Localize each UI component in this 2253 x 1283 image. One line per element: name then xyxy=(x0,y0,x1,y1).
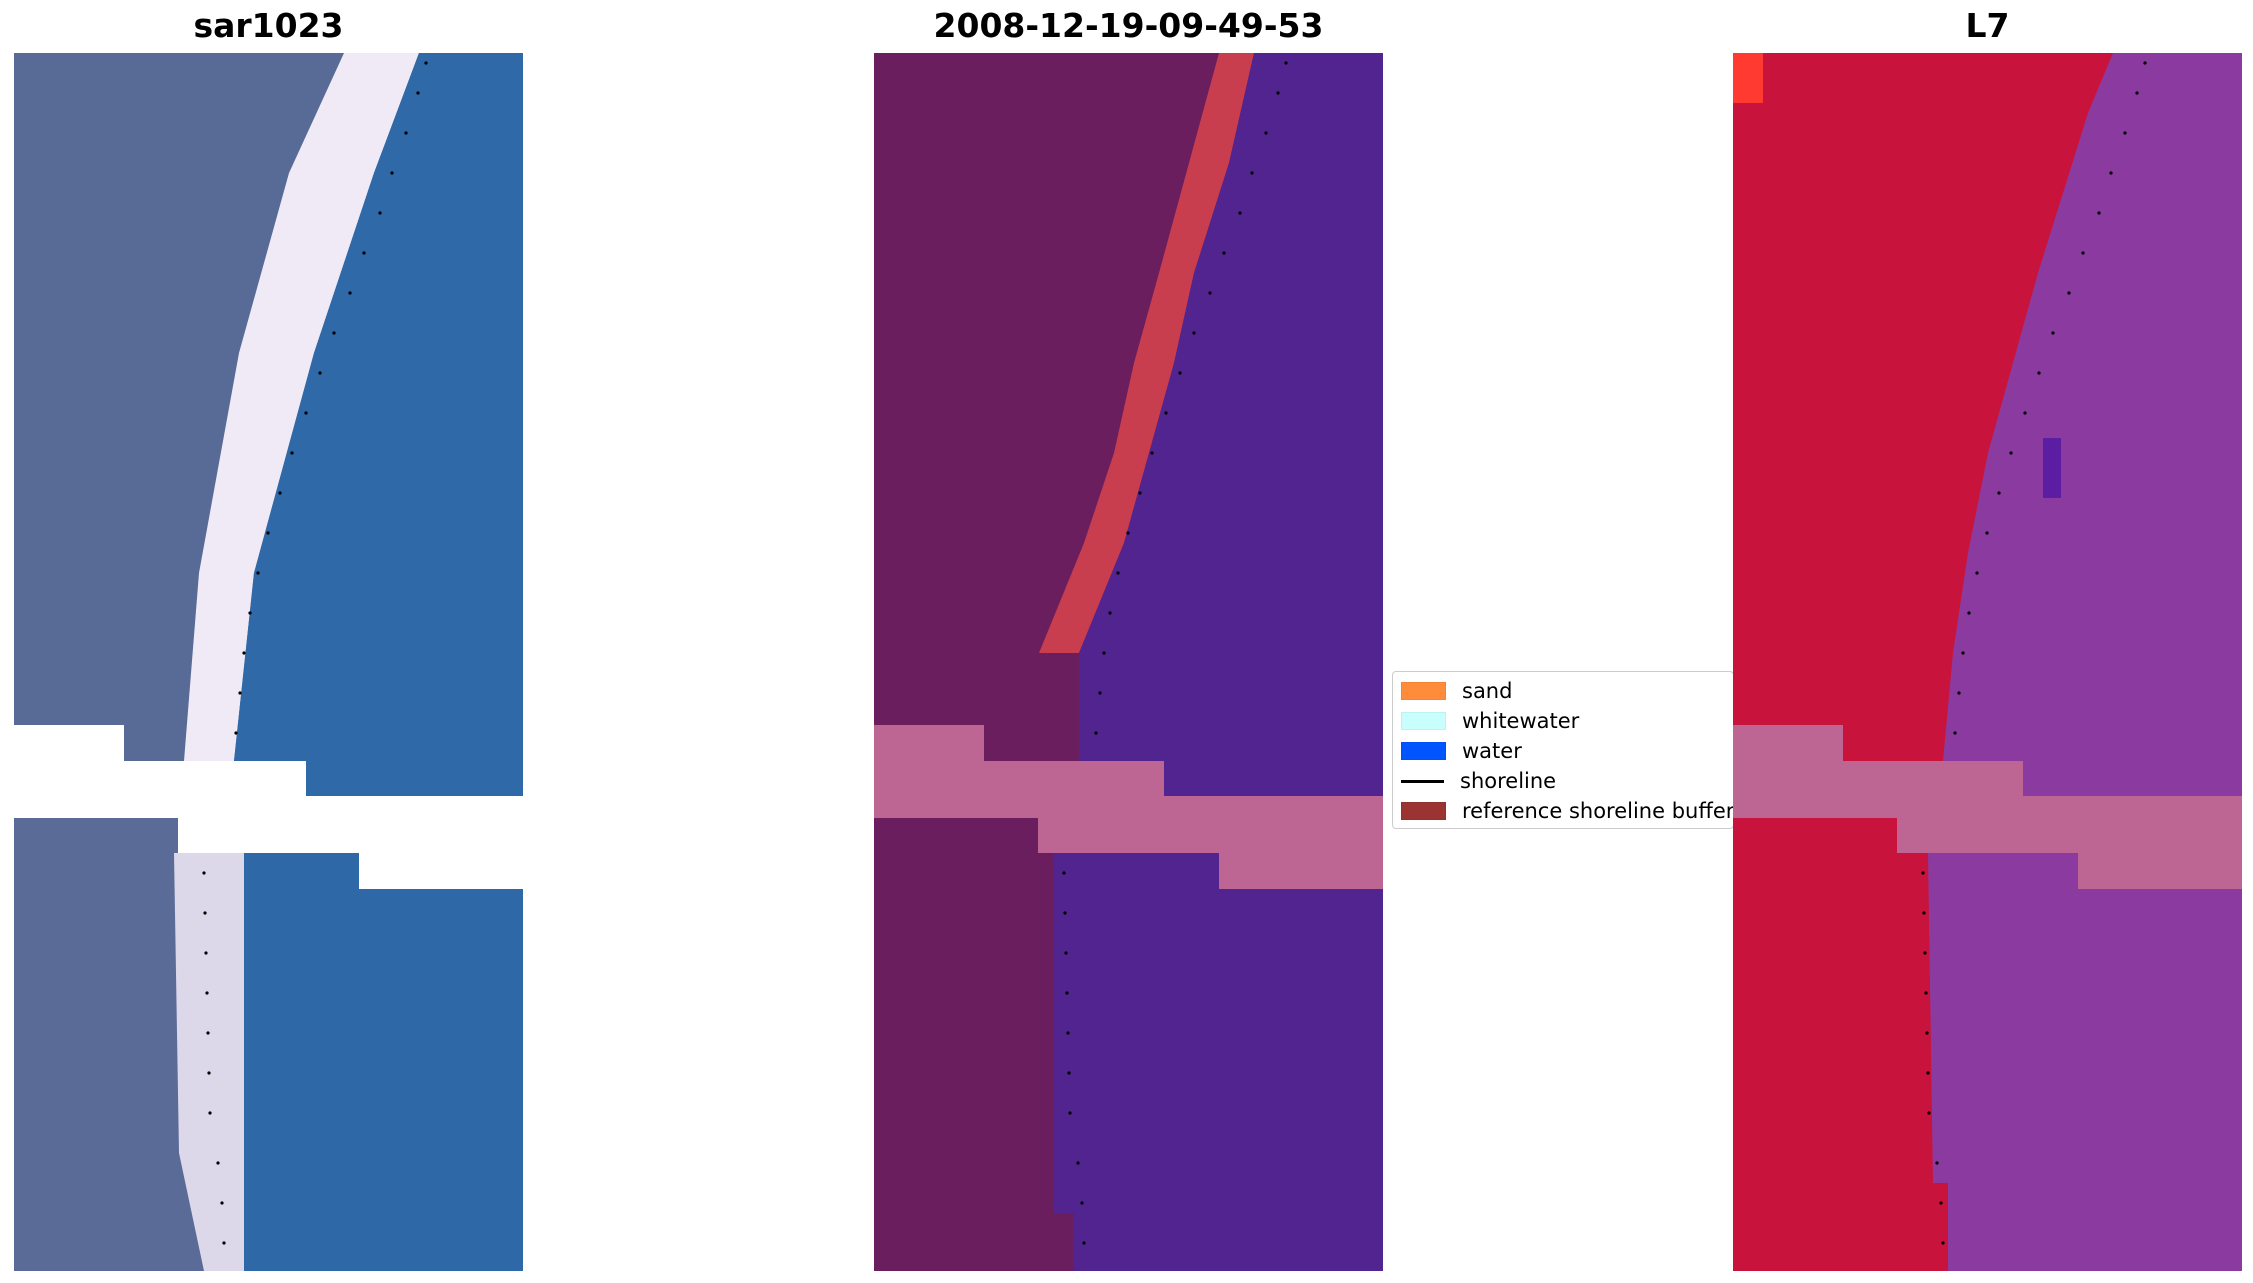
legend-label-sand: sand xyxy=(1462,679,1513,703)
legend-label-water: water xyxy=(1462,739,1522,763)
index-buffer-band xyxy=(1733,725,2242,889)
legend-swatch-sand xyxy=(1401,682,1446,700)
classified-image xyxy=(874,53,1383,1271)
classified-image-panel xyxy=(874,53,1383,1271)
index-image-panel xyxy=(1733,53,2242,1271)
rgb-shoreline xyxy=(202,61,428,1245)
classified-shoreline xyxy=(1062,61,1288,1245)
legend-item-reference-buffer: reference shoreline buffer xyxy=(1401,798,1734,824)
rgb-image-panel xyxy=(14,53,523,1271)
legend-item-water: water xyxy=(1401,738,1522,764)
rgb-image xyxy=(14,53,523,1271)
classified-water xyxy=(1079,53,1383,796)
legend-label-shoreline: shoreline xyxy=(1460,769,1557,793)
legend-line-shoreline xyxy=(1401,779,1444,783)
panel-title-rgb: sar1023 xyxy=(193,6,344,45)
panel-title-index: L7 xyxy=(1965,6,2010,45)
panel-title-date: 2008-12-19-09-49-53 xyxy=(933,6,1324,45)
rgb-water xyxy=(234,53,523,796)
reference-buffer-band xyxy=(874,725,1383,889)
rgb-whitewater xyxy=(184,53,419,761)
index-water xyxy=(1943,53,2242,796)
legend-swatch-whitewater xyxy=(1401,712,1446,730)
legend-swatch-water xyxy=(1401,742,1446,760)
index-shoreline xyxy=(1921,61,2147,1245)
index-image xyxy=(1733,53,2242,1271)
legend-item-sand: sand xyxy=(1401,678,1512,704)
classified-sand xyxy=(1039,53,1254,653)
legend-item-shoreline: shoreline xyxy=(1401,768,1556,794)
legend-item-whitewater: whitewater xyxy=(1401,708,1579,734)
legend-swatch-reference-buffer xyxy=(1401,802,1446,820)
legend-label-reference-buffer: reference shoreline buffer xyxy=(1462,799,1735,823)
legend: sand whitewater water shoreline referenc… xyxy=(1392,671,1734,829)
legend-label-whitewater: whitewater xyxy=(1462,709,1580,733)
